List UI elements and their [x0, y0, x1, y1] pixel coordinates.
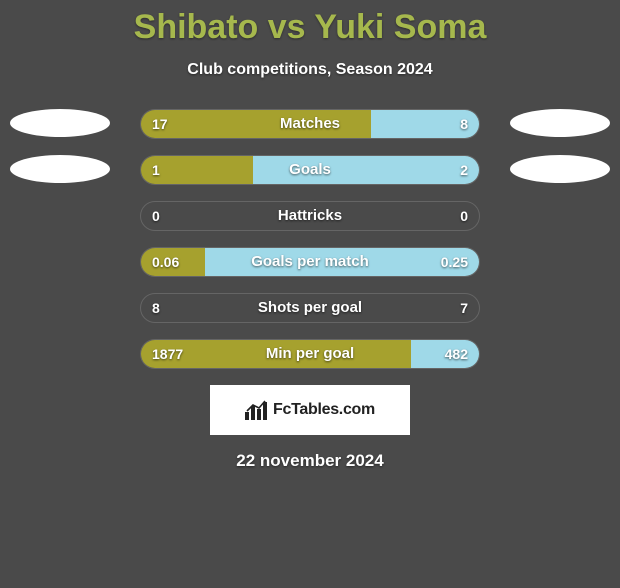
bar-right — [411, 340, 479, 368]
bar-track — [140, 339, 480, 369]
bar-track — [140, 247, 480, 277]
logo-box: FcTables.com — [210, 385, 410, 435]
bar-left — [141, 248, 205, 276]
bar-right — [371, 110, 479, 138]
date-label: 22 november 2024 — [0, 451, 620, 471]
bar-track — [140, 109, 480, 139]
stat-row: Goals12 — [0, 155, 620, 185]
stat-row: Min per goal1877482 — [0, 339, 620, 369]
stat-row: Goals per match0.060.25 — [0, 247, 620, 277]
stat-row: Matches178 — [0, 109, 620, 139]
stat-row: Hattricks00 — [0, 201, 620, 231]
bar-left — [141, 340, 411, 368]
chart-icon — [245, 400, 267, 420]
bar-left — [141, 110, 371, 138]
bar-right — [205, 248, 479, 276]
comparison-chart: Matches178 Goals12 Hattricks00 Goals per ma… — [0, 109, 620, 369]
bar-right — [253, 156, 479, 184]
bar-left — [141, 156, 253, 184]
bar-track — [140, 201, 480, 231]
bar-track — [140, 293, 480, 323]
page-title: Shibato vs Yuki Soma — [0, 8, 620, 47]
bar-track — [140, 155, 480, 185]
logo-text: FcTables.com — [273, 401, 375, 419]
stat-row: Shots per goal87 — [0, 293, 620, 323]
subtitle: Club competitions, Season 2024 — [0, 61, 620, 79]
